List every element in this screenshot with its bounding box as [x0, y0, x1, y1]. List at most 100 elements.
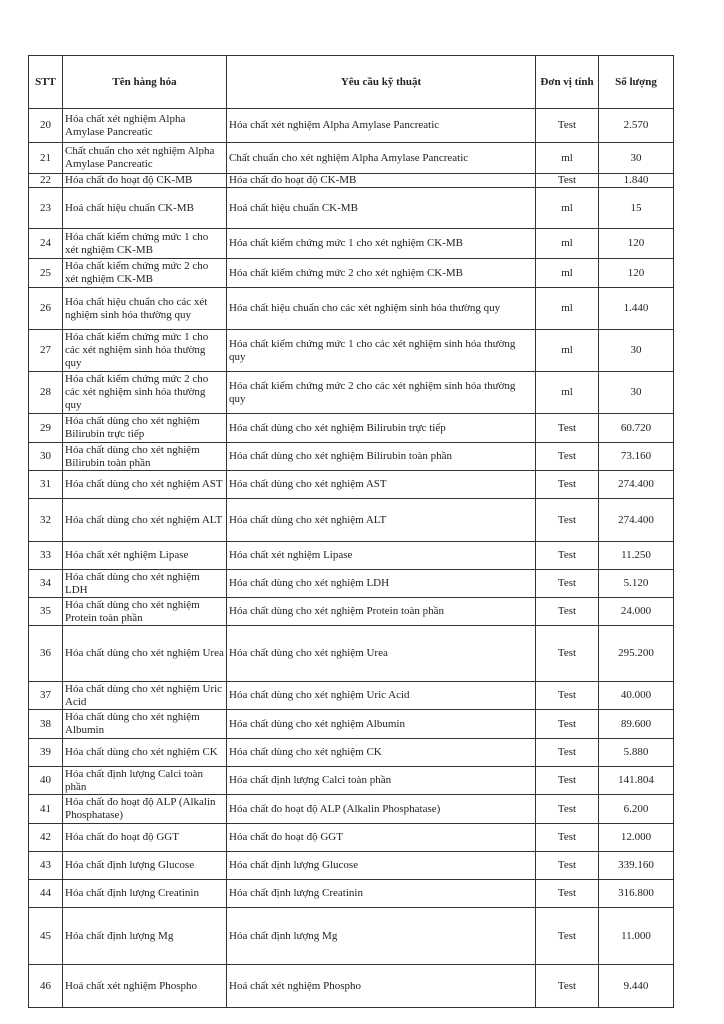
unit-cell: Test — [535, 794, 599, 824]
name-cell: Hóa chất xét nghiệm Lipase — [62, 541, 227, 570]
table-row: 35 Hóa chất dùng cho xét nghiệm Protein t… — [28, 597, 674, 626]
name-cell: Hóa chất đo hoạt độ ALP (Alkalin Phospha… — [62, 794, 227, 824]
name-cell: Hóa chất dùng cho xét nghiệm Albumin — [62, 709, 227, 739]
qty-cell: 24.000 — [598, 597, 674, 626]
qty-cell: 40.000 — [598, 681, 674, 710]
qty-cell: 6.200 — [598, 794, 674, 824]
unit-cell: Test — [535, 625, 599, 682]
qty-cell: 295.200 — [598, 625, 674, 682]
qty-cell: 30 — [598, 142, 674, 174]
table-row: 29 Hóa chất dùng cho xét nghiệm Bilirubin… — [28, 413, 674, 443]
stt-cell: 40 — [28, 766, 63, 795]
stt-cell: 38 — [28, 709, 63, 739]
spec-cell: Hóa chất xét nghiệm Alpha Amylase Pancre… — [226, 108, 536, 143]
items-table: STT Tên hàng hóa Yêu cầu kỹ thuật Đơn vị tí… — [28, 55, 674, 1008]
name-cell: Hoá chất hiệu chuẩn CK-MB — [62, 187, 227, 229]
header-cell: STT — [28, 55, 63, 109]
name-cell: Hóa chất kiểm chứng mức 1 cho các xét ng… — [62, 329, 227, 372]
unit-cell: ml — [535, 287, 599, 330]
table-row: 24 Hóa chất kiểm chứng mức 1 cho xét nghi… — [28, 228, 674, 259]
table-row: 28 Hóa chất kiểm chứng mức 2 cho các xét … — [28, 371, 674, 414]
spec-cell: Hóa chất dùng cho xét nghiệm Protein toà… — [226, 597, 536, 626]
stt-cell: 39 — [28, 738, 63, 767]
name-cell: Hóa chất định lượng Glucose — [62, 851, 227, 880]
stt-cell: 31 — [28, 470, 63, 499]
spec-cell: Hóa chất định lượng Calci toàn phần — [226, 766, 536, 795]
name-cell: Hóa chất định lượng Creatinin — [62, 879, 227, 908]
unit-cell: Test — [535, 597, 599, 626]
table-row: 45 Hóa chất định lượng Mg Hóa chất định lư… — [28, 907, 674, 965]
qty-cell: 11.250 — [598, 541, 674, 570]
unit-cell: Test — [535, 851, 599, 880]
spec-cell: Hoá chất xét nghiệm Phospho — [226, 964, 536, 1008]
table-row: 33 Hóa chất xét nghiệm Lipase Hóa chất xét… — [28, 541, 674, 570]
table-row: 40 Hóa chất định lượng Calci toàn phần Hóa… — [28, 766, 674, 795]
qty-cell: 9.440 — [598, 964, 674, 1008]
stt-cell: 37 — [28, 681, 63, 710]
unit-cell: Test — [535, 823, 599, 852]
unit-cell: Test — [535, 413, 599, 443]
name-cell: Hóa chất định lượng Mg — [62, 907, 227, 965]
table-body: 20 Hóa chất xét nghiệm Alpha Amylase Panc… — [28, 108, 674, 1008]
header-cell: Đơn vị tính — [535, 55, 599, 109]
stt-cell: 33 — [28, 541, 63, 570]
stt-cell: 27 — [28, 329, 63, 372]
table-row: 34 Hóa chất dùng cho xét nghiệm LDH Hóa ch… — [28, 569, 674, 598]
stt-cell: 43 — [28, 851, 63, 880]
table-row: 30 Hóa chất dùng cho xét nghiệm Bilirubin… — [28, 442, 674, 471]
unit-cell: Test — [535, 470, 599, 499]
unit-cell: Test — [535, 766, 599, 795]
table-row: 25 Hóa chất kiểm chứng mức 2 cho xét nghi… — [28, 258, 674, 288]
table-row: 41 Hóa chất đo hoạt độ ALP (Alkalin Phosp… — [28, 794, 674, 824]
name-cell: Hóa chất dùng cho xét nghiệm CK — [62, 738, 227, 767]
spec-cell: Hóa chất hiệu chuẩn cho các xét nghiệm s… — [226, 287, 536, 330]
stt-cell: 41 — [28, 794, 63, 824]
qty-cell: 15 — [598, 187, 674, 229]
stt-cell: 24 — [28, 228, 63, 259]
stt-cell: 44 — [28, 879, 63, 908]
unit-cell: ml — [535, 228, 599, 259]
name-cell: Hóa chất dùng cho xét nghiệm ALT — [62, 498, 227, 542]
stt-cell: 35 — [28, 597, 63, 626]
spec-cell: Hóa chất dùng cho xét nghiệm LDH — [226, 569, 536, 598]
spec-cell: Hóa chất dùng cho xét nghiệm ALT — [226, 498, 536, 542]
header-cell: Số lượng — [598, 55, 674, 109]
unit-cell: Test — [535, 709, 599, 739]
stt-cell: 29 — [28, 413, 63, 443]
table-row: 39 Hóa chất dùng cho xét nghiệm CK Hóa chấ… — [28, 738, 674, 767]
stt-cell: 42 — [28, 823, 63, 852]
unit-cell: Test — [535, 879, 599, 908]
table-row: 21 Chất chuẩn cho xét nghiệm Alpha Amylas… — [28, 142, 674, 174]
unit-cell: Test — [535, 964, 599, 1008]
stt-cell: 23 — [28, 187, 63, 229]
header-cell: Yêu cầu kỹ thuật — [226, 55, 536, 109]
qty-cell: 339.160 — [598, 851, 674, 880]
spec-cell: Hóa chất định lượng Mg — [226, 907, 536, 965]
name-cell: Hóa chất định lượng Calci toàn phần — [62, 766, 227, 795]
stt-cell: 28 — [28, 371, 63, 414]
table-row: 42 Hóa chất đo hoạt độ GGT Hóa chất đo hoạ… — [28, 823, 674, 852]
name-cell: Chất chuẩn cho xét nghiệm Alpha Amylase … — [62, 142, 227, 174]
name-cell: Hóa chất kiểm chứng mức 2 cho xét nghiệm… — [62, 258, 227, 288]
stt-cell: 32 — [28, 498, 63, 542]
qty-cell: 5.120 — [598, 569, 674, 598]
spec-cell: Hóa chất dùng cho xét nghiệm CK — [226, 738, 536, 767]
table-row: 32 Hóa chất dùng cho xét nghiệm ALT Hóa ch… — [28, 498, 674, 542]
spec-cell: Hóa chất kiểm chứng mức 2 cho các xét ng… — [226, 371, 536, 414]
name-cell: Hóa chất kiểm chứng mức 1 cho xét nghiệm… — [62, 228, 227, 259]
qty-cell: 30 — [598, 371, 674, 414]
unit-cell: Test — [535, 173, 599, 188]
spec-cell: Hóa chất định lượng Creatinin — [226, 879, 536, 908]
spec-cell: Hóa chất kiểm chứng mức 1 cho các xét ng… — [226, 329, 536, 372]
qty-cell: 89.600 — [598, 709, 674, 739]
table-row: 44 Hóa chất định lượng Creatinin Hóa chất … — [28, 879, 674, 908]
name-cell: Hóa chất xét nghiệm Alpha Amylase Pancre… — [62, 108, 227, 143]
qty-cell: 12.000 — [598, 823, 674, 852]
qty-cell: 60.720 — [598, 413, 674, 443]
unit-cell: Test — [535, 907, 599, 965]
stt-cell: 45 — [28, 907, 63, 965]
stt-cell: 22 — [28, 173, 63, 188]
table-row: 27 Hóa chất kiểm chứng mức 1 cho các xét … — [28, 329, 674, 372]
